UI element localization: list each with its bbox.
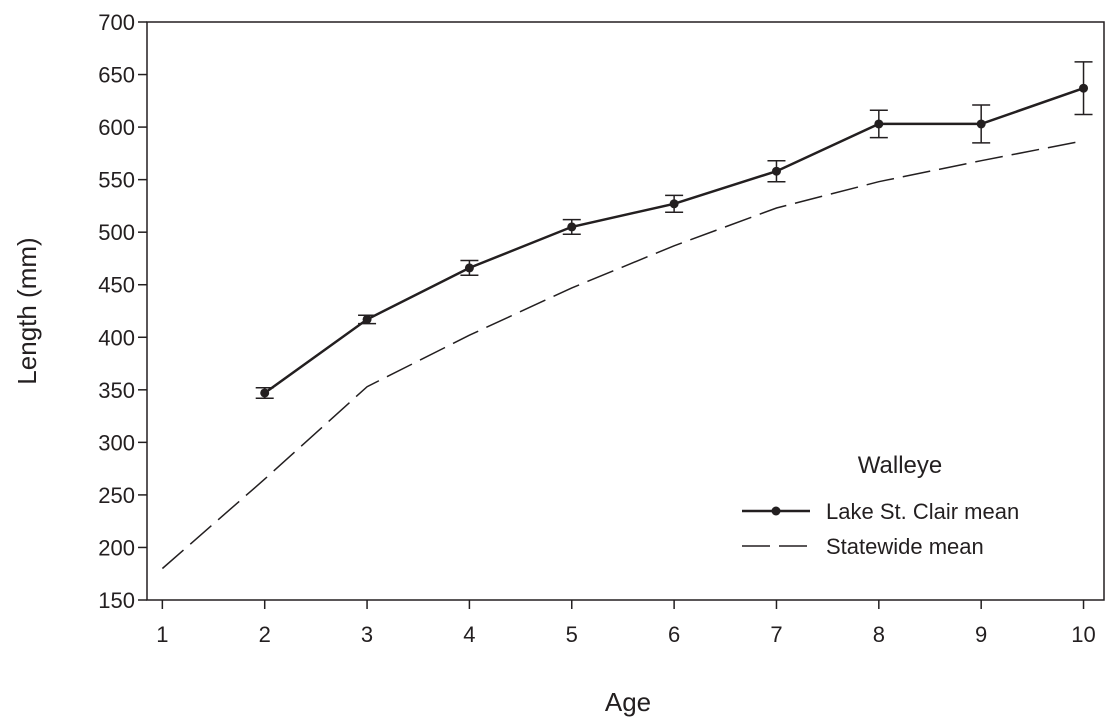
legend: Walleye Lake St. Clair mean Statewide me… bbox=[742, 452, 1019, 559]
x-tick-label: 4 bbox=[463, 622, 475, 647]
lake-st-clair-point bbox=[771, 166, 781, 176]
lake-st-clair-point bbox=[1079, 83, 1089, 93]
legend-title: Walleye bbox=[858, 452, 942, 479]
lake-st-clair-point bbox=[976, 119, 986, 129]
plot-frame bbox=[146, 21, 1105, 601]
series-layer bbox=[161, 61, 1093, 570]
x-tick-label: 5 bbox=[566, 622, 578, 647]
x-tick-label: 9 bbox=[975, 622, 987, 647]
lake-st-clair-point bbox=[567, 222, 577, 232]
y-tick-label: 250 bbox=[98, 483, 135, 508]
plot-axes bbox=[146, 21, 1105, 601]
statewide-mean-line bbox=[161, 140, 1084, 570]
lake-st-clair-line bbox=[263, 87, 1084, 395]
x-tick-label: 10 bbox=[1071, 622, 1095, 647]
legend-label-lake: Lake St. Clair mean bbox=[826, 499, 1019, 524]
y-tick-label: 450 bbox=[98, 273, 135, 298]
x-tick-label: 7 bbox=[770, 622, 782, 647]
y-tick-label: 500 bbox=[98, 220, 135, 245]
y-tick-label: 300 bbox=[98, 430, 135, 455]
y-tick-label: 200 bbox=[98, 535, 135, 560]
y-axis-label: Length (mm) bbox=[12, 237, 42, 384]
y-tick-label: 600 bbox=[98, 115, 135, 140]
legend-marker-lake bbox=[771, 506, 781, 516]
y-tick-label: 650 bbox=[98, 63, 135, 88]
y-tick-label: 700 bbox=[98, 10, 135, 35]
x-tick-label: 3 bbox=[361, 622, 373, 647]
y-tick-label: 550 bbox=[98, 168, 135, 193]
lake-st-clair-point bbox=[669, 199, 679, 209]
y-tick-label: 400 bbox=[98, 325, 135, 350]
y-tick-label: 350 bbox=[98, 378, 135, 403]
x-tick-label: 6 bbox=[668, 622, 680, 647]
lake-st-clair-point bbox=[260, 388, 270, 398]
lake-st-clair-point bbox=[874, 119, 884, 129]
y-tick-label: 150 bbox=[98, 588, 135, 613]
lake-st-clair-point bbox=[464, 263, 474, 273]
x-tick-label: 8 bbox=[873, 622, 885, 647]
axis-ticks: 150 200 250 300 350 400 450 500 550 600 650 700 1 2 3 4… bbox=[98, 10, 1095, 647]
legend-label-statewide: Statewide mean bbox=[826, 534, 984, 559]
x-tick-label: 1 bbox=[156, 622, 168, 647]
x-tick-label: 2 bbox=[259, 622, 271, 647]
lake-st-clair-point bbox=[362, 314, 372, 324]
x-axis-label: Age bbox=[605, 687, 651, 717]
